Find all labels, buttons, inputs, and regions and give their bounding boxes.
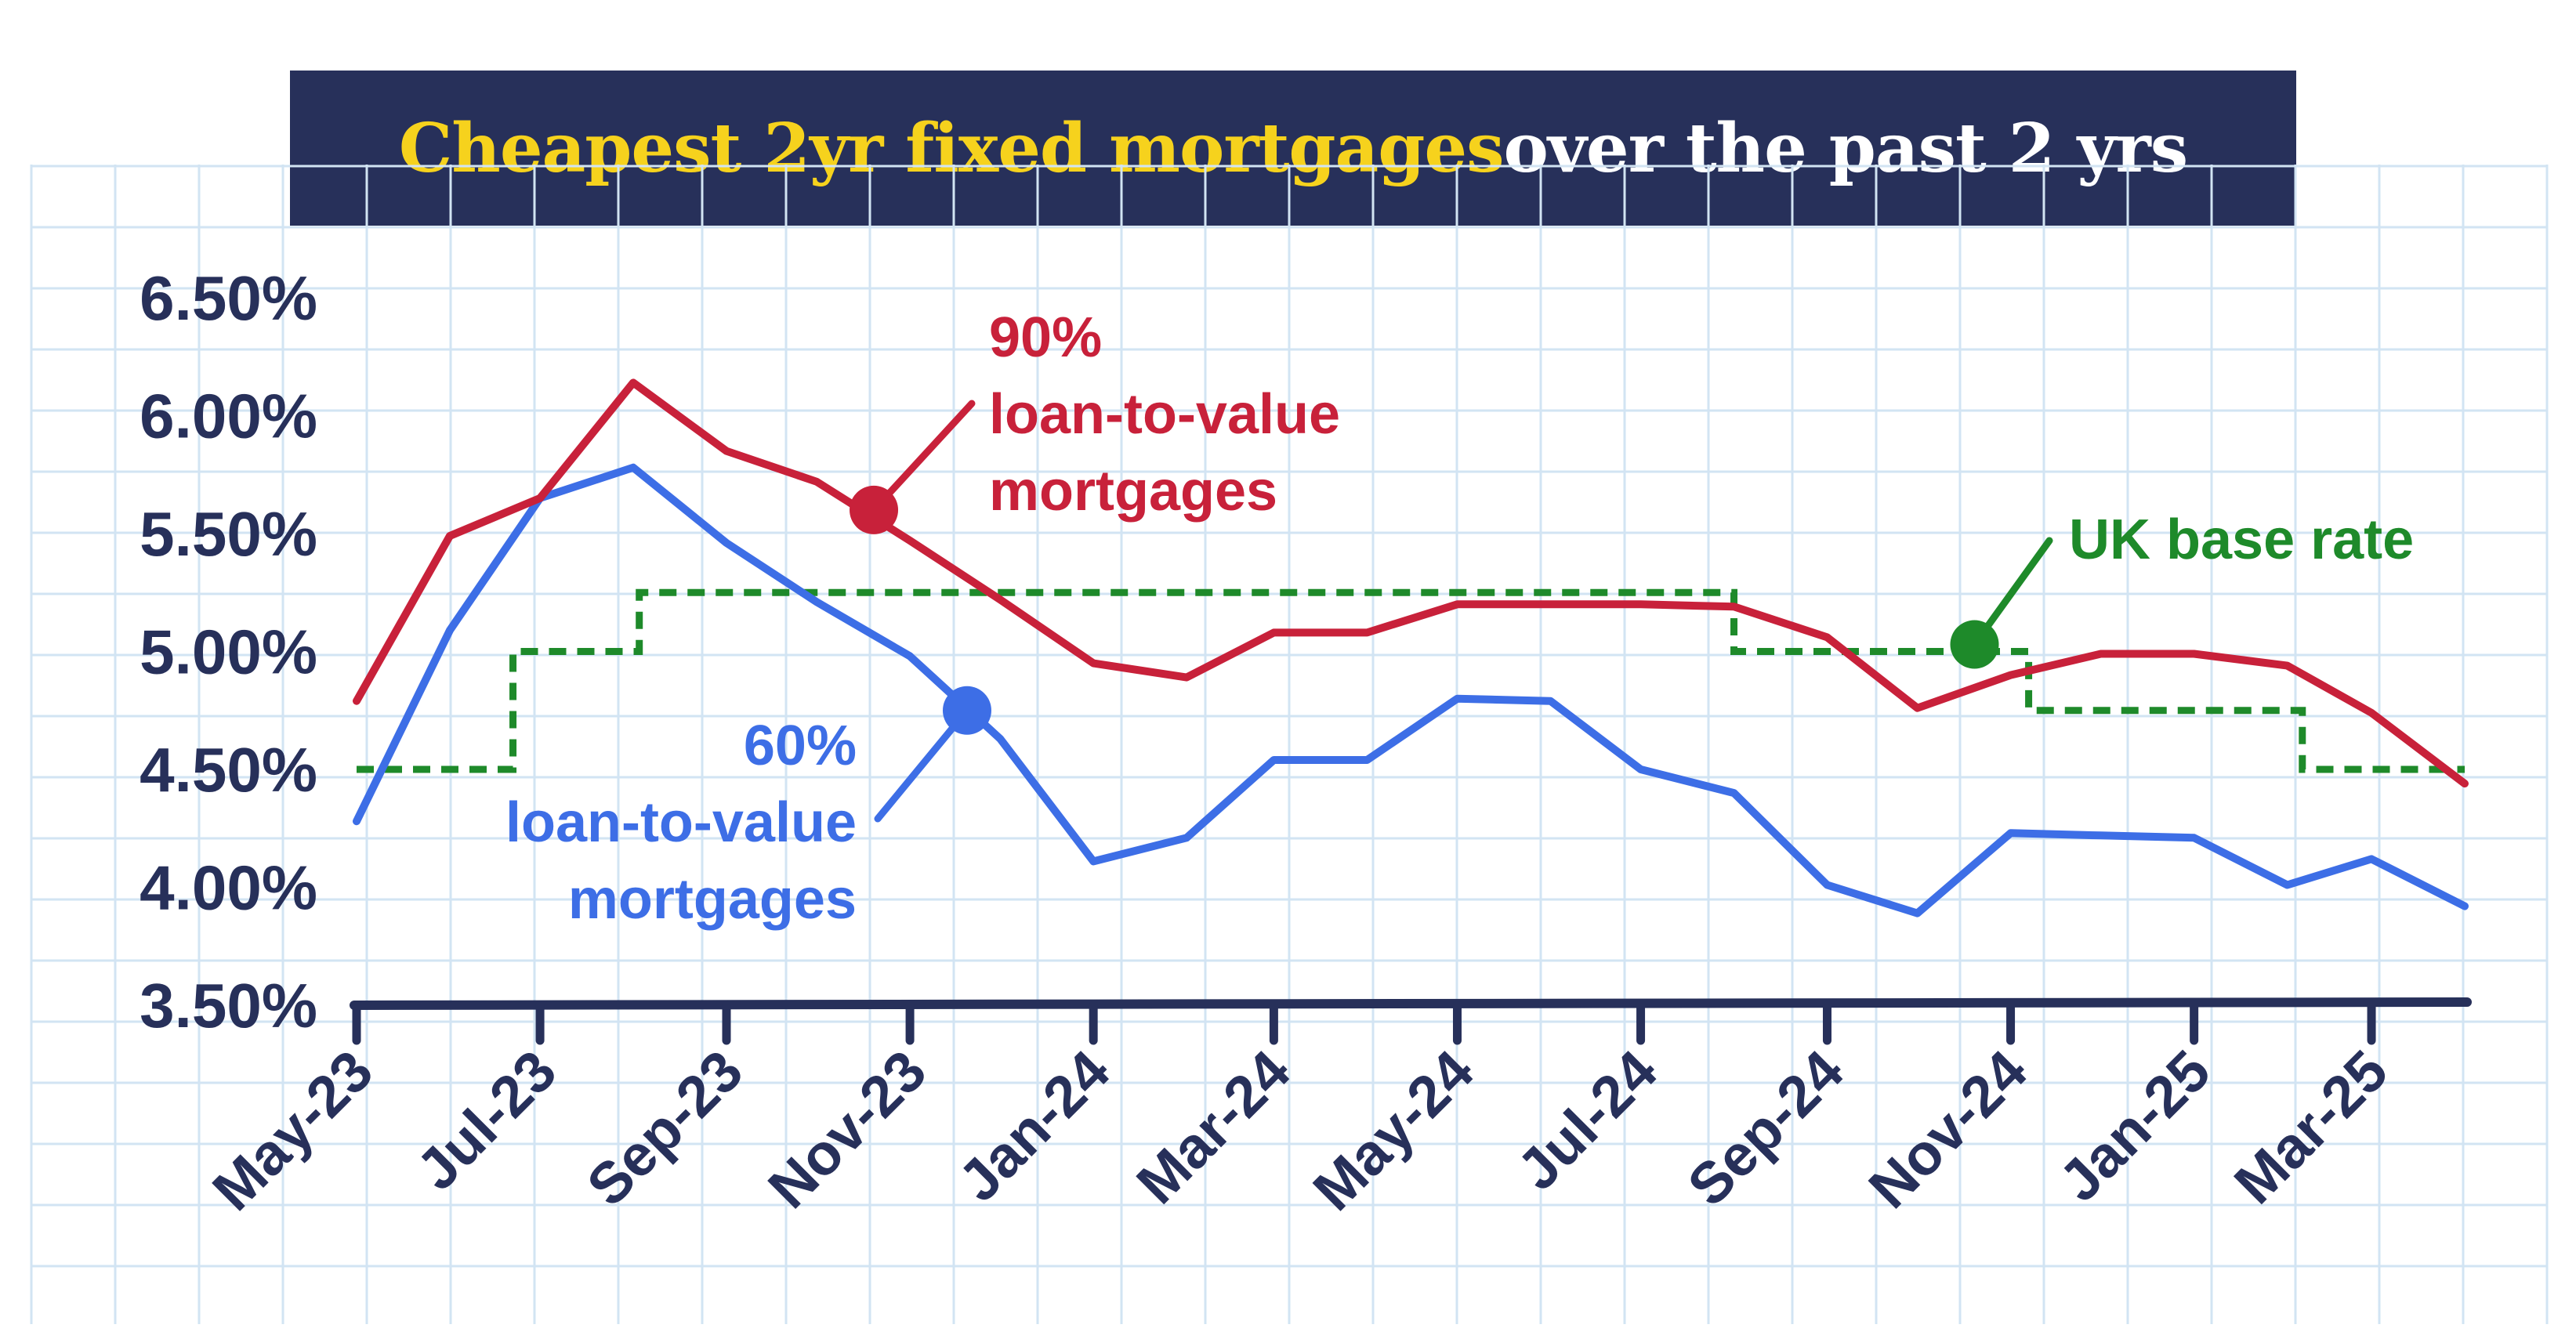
- y-tick-label: 4.50%: [139, 735, 317, 805]
- x-tick-label: Nov-24: [1857, 1038, 2039, 1221]
- x-tick-label: Sep-24: [1676, 1038, 1856, 1218]
- series-line-90-ltv: [353, 378, 2469, 788]
- y-tick-label: 5.00%: [139, 617, 317, 687]
- chart-title: Cheapest 2yr fixed mortgages over the pa…: [290, 71, 2296, 226]
- axes: [350, 997, 2472, 1045]
- x-tick-label: Mar-25: [2222, 1038, 2400, 1216]
- x-tick-label: Jan-25: [2046, 1038, 2222, 1214]
- series-60-ltv-label: 60%: [744, 715, 857, 777]
- grid: [30, 165, 2549, 1324]
- y-tick-label: 3.50%: [139, 971, 317, 1040]
- series-uk-base-rate-marker: [1950, 620, 1999, 669]
- x-tick-label: Nov-23: [755, 1038, 938, 1221]
- series-90-ltv-marker: [850, 485, 899, 534]
- x-axis-line: [350, 997, 2472, 1010]
- series-60-ltv-label: loan-to-value: [505, 791, 857, 854]
- series-60-ltv-marker: [942, 686, 991, 735]
- series-90-ltv-label: 90%: [989, 306, 1102, 369]
- chart-title-rest: over the past 2 yrs: [1503, 108, 2189, 188]
- x-tick-label: Sep-23: [574, 1038, 755, 1218]
- labels: 3.50% 4.00% 4.50% 5.00% 5.50% 6.00% 6.50% May-2…: [139, 263, 2414, 1223]
- series-line-uk-base-rate: [357, 588, 2465, 773]
- x-tick-label: Mar-24: [1124, 1038, 1302, 1216]
- chart-title-highlight: Cheapest 2yr fixed mortgages: [398, 108, 1505, 188]
- y-tick-label: 6.50%: [139, 263, 317, 333]
- x-tick-label: May-23: [200, 1038, 385, 1223]
- x-tick-label: Jul-23: [404, 1038, 568, 1203]
- y-tick-label: 4.00%: [139, 853, 317, 923]
- y-tick-label: 5.50%: [139, 499, 317, 569]
- series-uk-base-rate-label: UK base rate: [2069, 508, 2414, 571]
- series-90-ltv-label: mortgages: [989, 460, 1277, 523]
- x-tick-label: Jan-24: [946, 1038, 1121, 1214]
- x-tick-label: Jul-24: [1505, 1038, 1669, 1203]
- series-60-ltv-label: mortgages: [568, 868, 857, 931]
- series-line-60-ltv: [353, 463, 2469, 917]
- y-tick-label: 6.00%: [139, 382, 317, 451]
- series-90-ltv-label: loan-to-value: [989, 383, 1340, 446]
- series-layer: [353, 378, 2469, 917]
